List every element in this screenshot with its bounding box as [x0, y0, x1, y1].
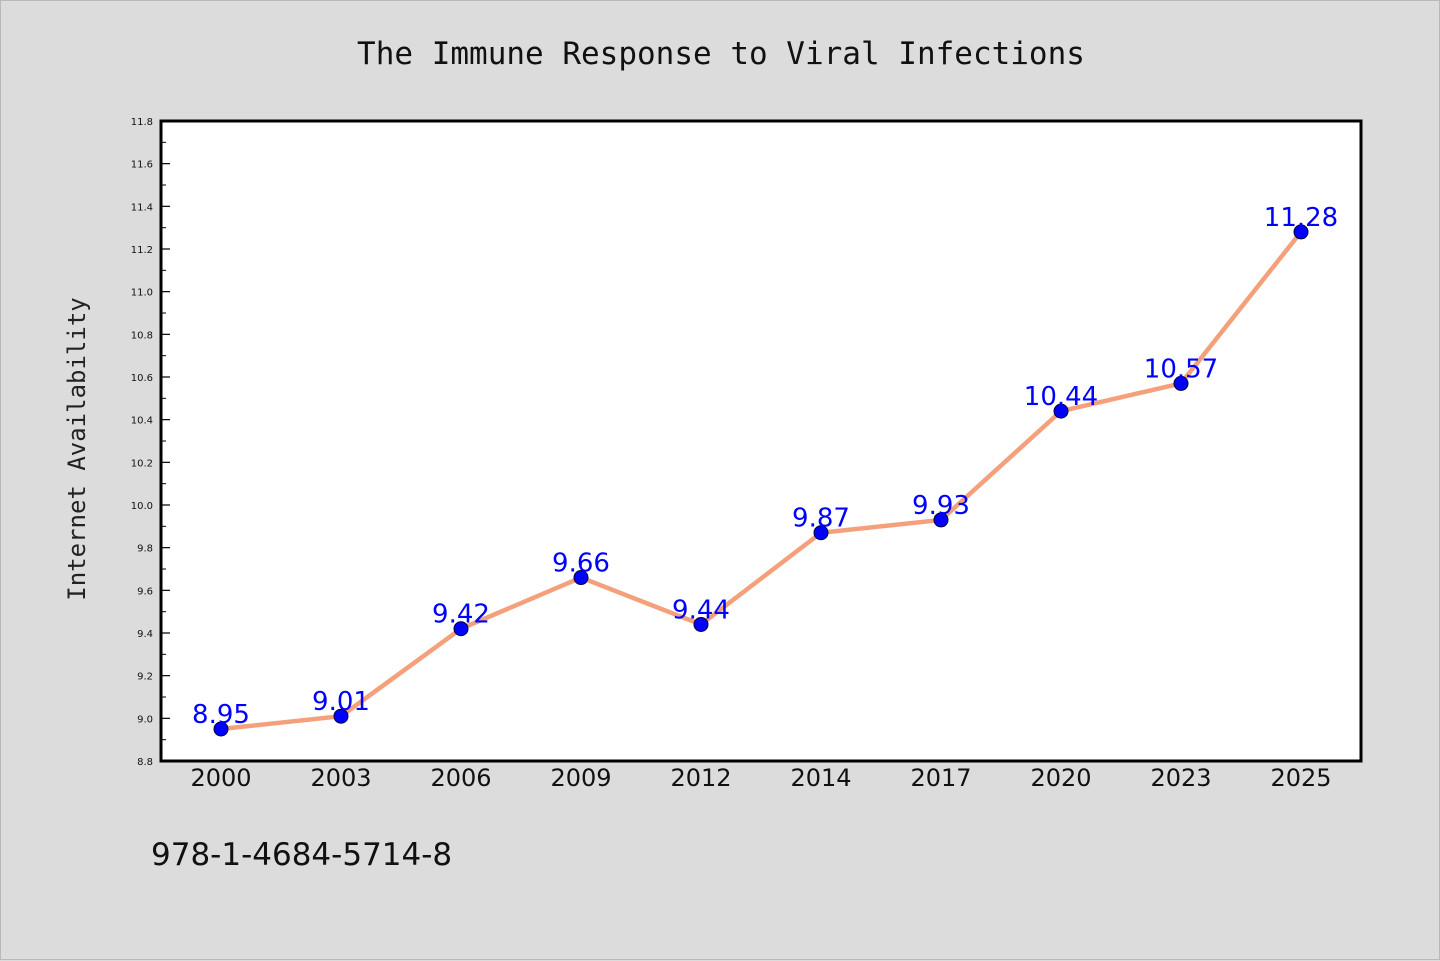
isbn-text: 978-1-4684-5714-8	[151, 837, 452, 873]
data-point	[1173, 375, 1189, 391]
data-label: 9.44	[672, 595, 730, 625]
data-point	[573, 570, 589, 586]
series-line	[218, 229, 1304, 732]
data-point	[213, 721, 229, 737]
plot-area	[159, 119, 1363, 763]
y-tick-label: 10.8	[131, 330, 153, 341]
y-tick-label: 9.6	[137, 586, 153, 597]
y-tick-label: 10.2	[131, 458, 153, 469]
data-point	[813, 525, 829, 541]
y-tick-label: 9.4	[137, 629, 153, 640]
y-tick-label: 11.0	[131, 288, 153, 299]
y-tick-label: 11.2	[131, 245, 153, 256]
y-tick-label: 11.6	[131, 160, 153, 171]
y-axis: 8.8 9.0 9.2 9.4 9.6 9.8 10.0 10.2 10.4 10.6 10.8 11…	[131, 117, 170, 768]
series-layer: 8.95 9.01 9.42 9.66 9.44 9.87 9.93 10.44 10.57 11…	[192, 203, 1338, 737]
y-tick-label: 9.8	[137, 544, 153, 555]
y-tick-label: 10.6	[131, 373, 153, 384]
data-label: 9.87	[792, 504, 850, 534]
x-tick-label: 2009	[550, 764, 611, 792]
x-tick-label: 2003	[310, 764, 371, 792]
x-tick-label: 2014	[790, 764, 851, 792]
x-tick-label: 2017	[910, 764, 971, 792]
y-tick-label: 11.4	[131, 202, 153, 213]
x-tick-label: 2023	[1150, 764, 1211, 792]
data-label: 8.95	[192, 700, 250, 730]
data-point	[1053, 403, 1069, 419]
data-point	[453, 621, 469, 637]
data-label: 10.44	[1024, 382, 1098, 412]
data-label: 9.01	[312, 687, 370, 717]
y-tick-label: 10.0	[131, 501, 153, 512]
data-label: 9.93	[912, 491, 970, 521]
data-label: 9.66	[552, 549, 610, 579]
data-label: 9.42	[432, 600, 490, 630]
chart-title: The Immune Response to Viral Infections	[357, 36, 1085, 72]
y-tick-label: 11.8	[131, 117, 153, 128]
data-point	[933, 512, 949, 528]
x-tick-label: 2012	[670, 764, 731, 792]
y-tick-label: 9.2	[137, 672, 153, 683]
data-point	[693, 616, 709, 632]
y-tick-label: 10.4	[131, 416, 153, 427]
data-point	[333, 708, 349, 724]
y-tick-label: 9.0	[137, 714, 153, 725]
x-tick-label: 2000	[190, 764, 251, 792]
data-label: 10.57	[1144, 354, 1218, 384]
x-axis: 2000 2003 2006 2009 2012 2014 2017 2020 2023 2025	[190, 764, 1331, 792]
data-point	[1293, 224, 1309, 240]
x-tick-label: 2025	[1270, 764, 1331, 792]
x-tick-label: 2020	[1030, 764, 1091, 792]
x-tick-label: 2006	[430, 764, 491, 792]
data-label: 11.28	[1264, 203, 1338, 233]
y-axis-label: Internet Availability	[63, 297, 91, 600]
y-tick-label: 8.8	[137, 757, 153, 768]
